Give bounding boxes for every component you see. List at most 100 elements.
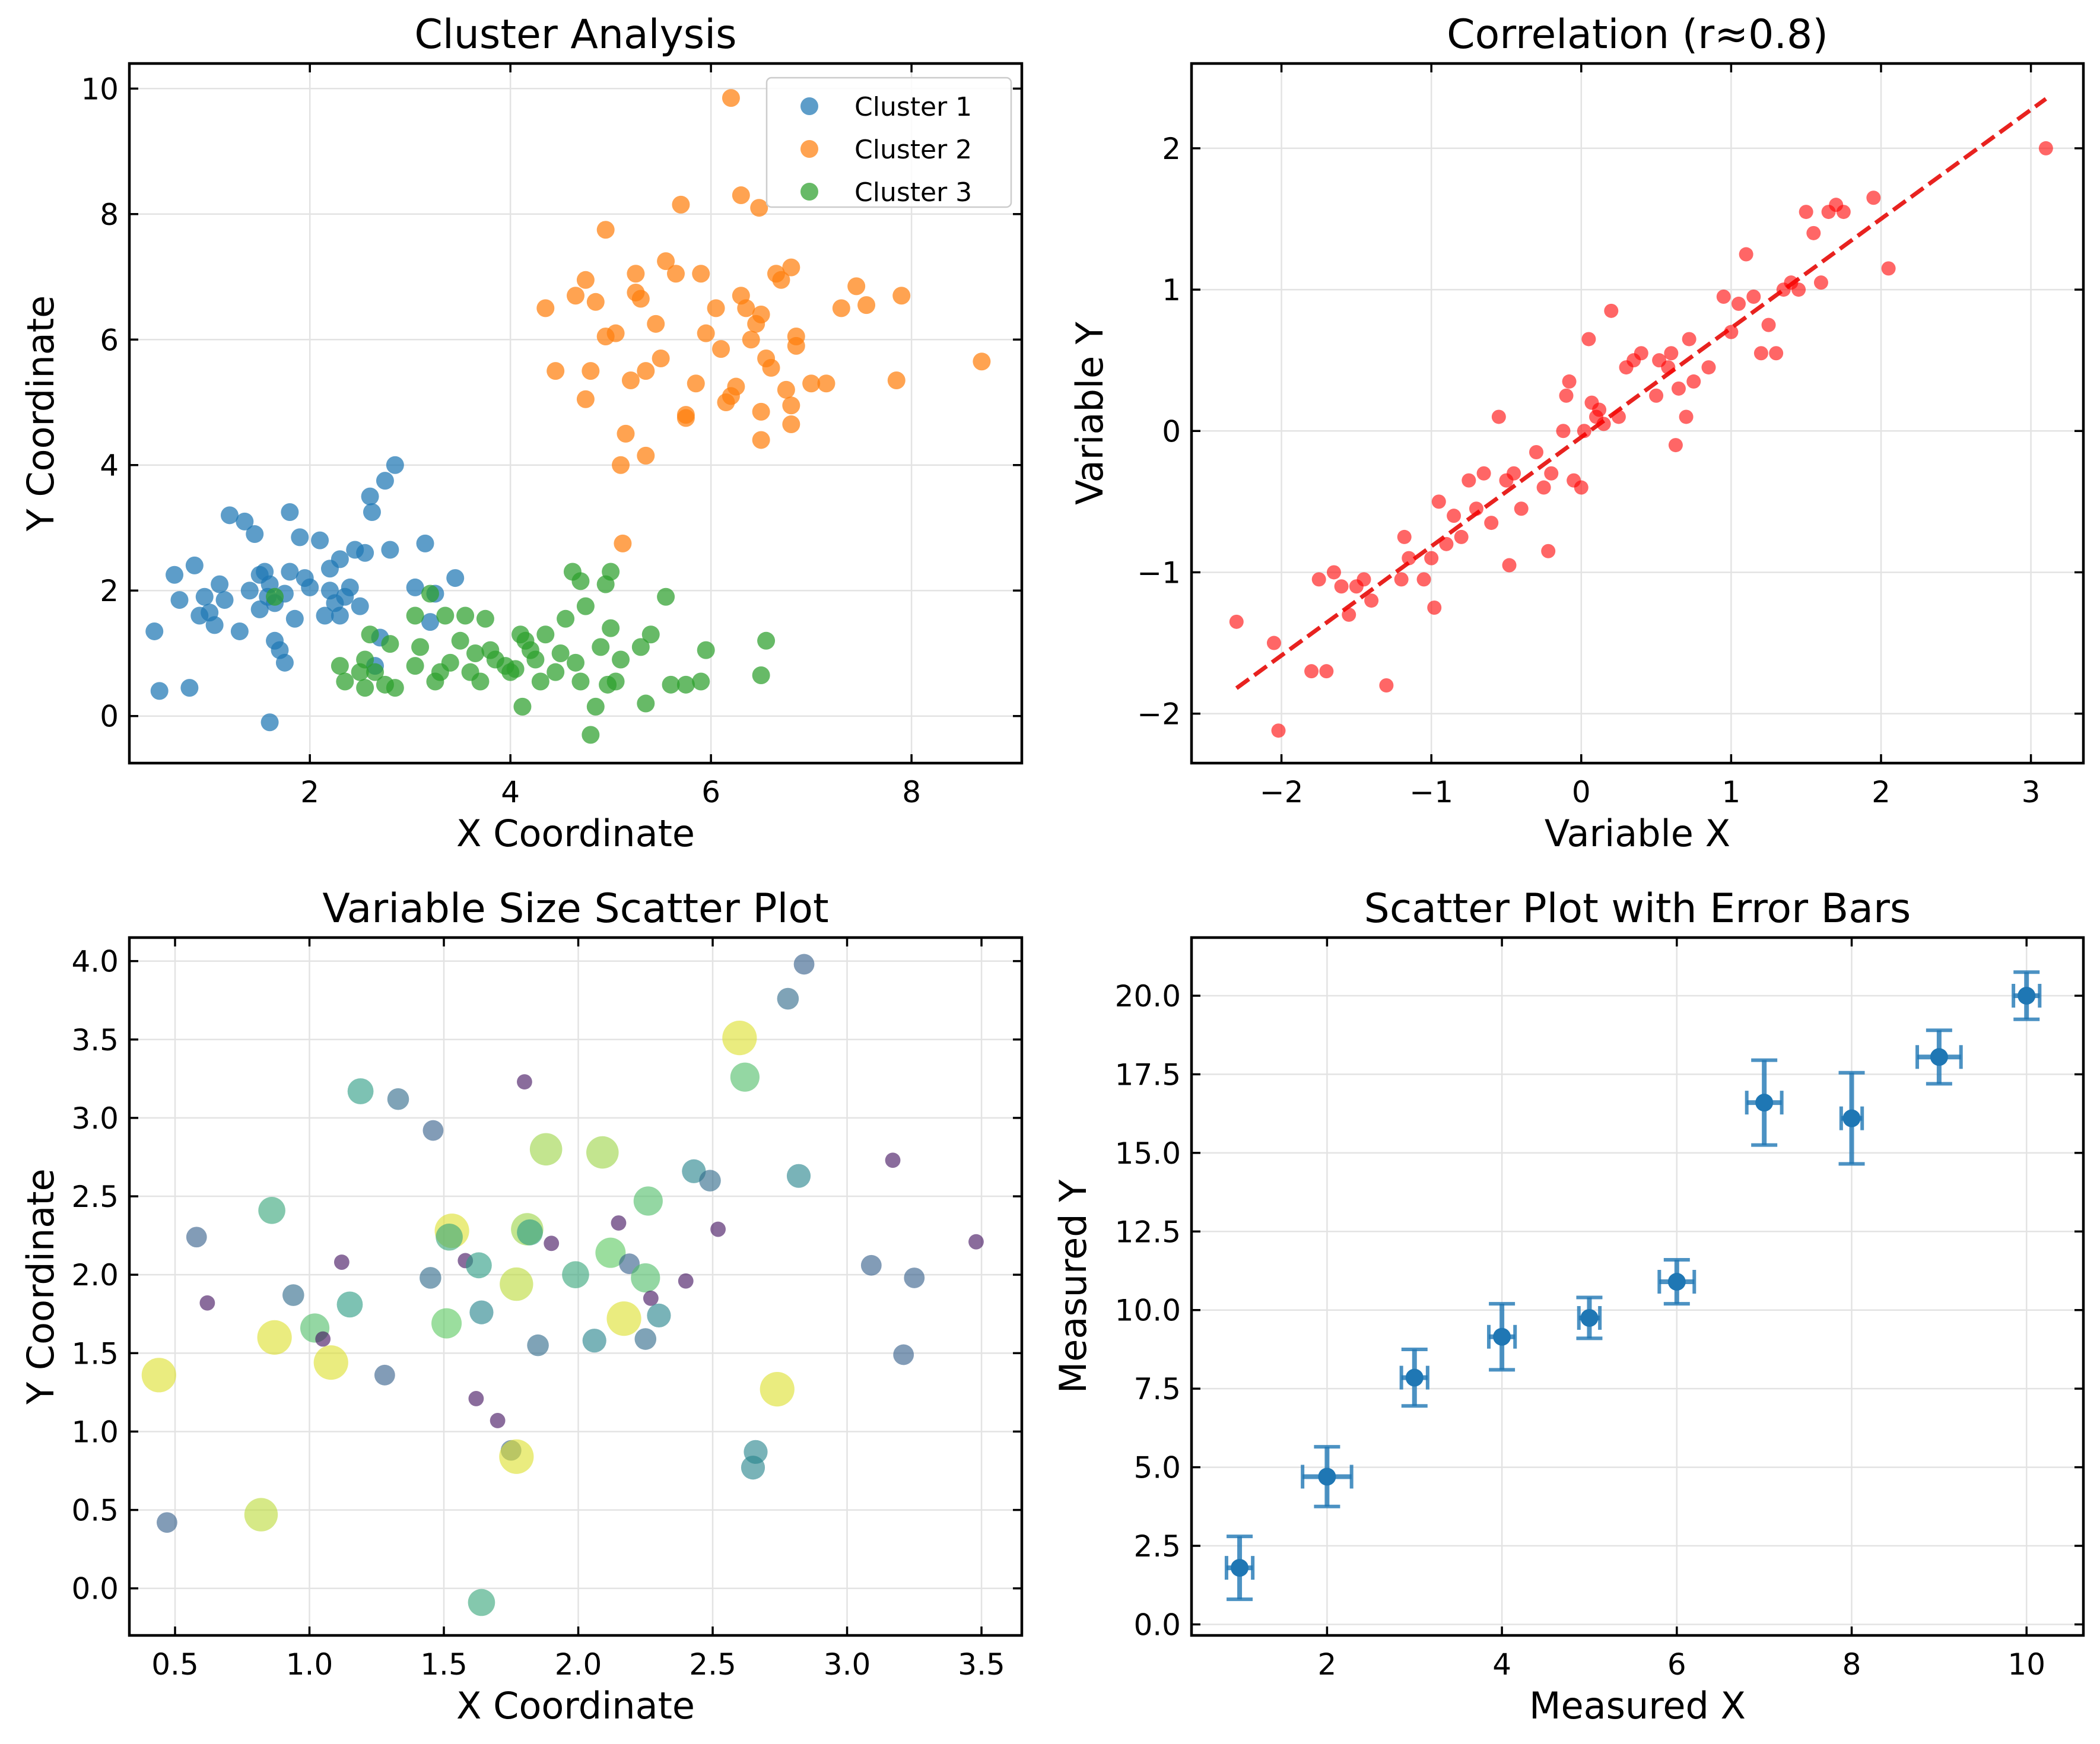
error-bar-point <box>1576 1295 1603 1340</box>
data-point <box>1649 388 1664 403</box>
data-point <box>1592 402 1607 417</box>
data-point-cluster-3 <box>526 650 545 669</box>
y-tick-label: 12.5 <box>1115 1215 1181 1249</box>
data-point <box>282 1284 304 1306</box>
error-bar-point <box>1399 1347 1429 1408</box>
data-point <box>1930 1048 1948 1066</box>
data-point-cluster-1 <box>376 472 394 490</box>
data-point <box>1491 409 1506 424</box>
error-bar-point <box>1657 1257 1696 1306</box>
data-point <box>1318 1467 1336 1486</box>
data-point-cluster-1 <box>211 575 229 593</box>
x-tick-label: 0 <box>1572 775 1591 809</box>
subplot-title: Correlation (r≈0.8) <box>1447 11 1828 58</box>
data-point-cluster-1 <box>215 591 234 609</box>
data-point <box>744 1440 768 1464</box>
data-point-cluster-2 <box>782 396 800 415</box>
y-tick-label: 4 <box>100 449 119 483</box>
data-point-cluster-1 <box>195 587 214 606</box>
data-point <box>1424 551 1439 566</box>
data-point <box>1799 205 1813 220</box>
data-point-cluster-3 <box>406 606 424 625</box>
data-point <box>469 1300 494 1324</box>
data-point <box>436 1223 463 1251</box>
data-point-cluster-3 <box>513 697 532 716</box>
y-axis-label: Y Coordinate <box>19 1168 62 1405</box>
data-point <box>315 1331 331 1347</box>
data-point-cluster-3 <box>547 663 565 681</box>
data-point-cluster-2 <box>727 377 745 396</box>
data-point <box>1581 332 1596 347</box>
data-point <box>710 1221 726 1237</box>
data-point <box>722 1021 757 1056</box>
y-tick-label: 17.5 <box>1115 1057 1181 1092</box>
data-point-cluster-1 <box>351 597 369 615</box>
y-tick-label: 1 <box>1162 273 1181 307</box>
data-point-cluster-3 <box>476 609 494 628</box>
error-bar-point <box>1487 1302 1517 1372</box>
subplot-title: Variable Size Scatter Plot <box>322 885 828 932</box>
x-tick-label: 1.0 <box>286 1647 333 1682</box>
x-axis-label: Measured X <box>1529 1684 1746 1727</box>
data-point-cluster-3 <box>697 641 715 659</box>
data-point-cluster-3 <box>757 631 776 650</box>
legend-label: Cluster 3 <box>854 177 972 208</box>
y-tick-label: 0 <box>1162 414 1181 449</box>
data-point <box>333 1254 350 1270</box>
x-axis-label: X Coordinate <box>456 812 695 855</box>
error-bar-point <box>1745 1058 1784 1147</box>
plot-area <box>145 89 991 744</box>
data-point <box>968 1234 984 1250</box>
data-point-cluster-2 <box>612 456 630 474</box>
data-point-cluster-1 <box>406 578 424 596</box>
legend-marker <box>800 140 818 158</box>
legend-label: Cluster 1 <box>854 92 972 122</box>
y-tick-label: 3.0 <box>71 1101 119 1136</box>
data-point <box>647 1303 671 1327</box>
data-point <box>1682 332 1696 347</box>
data-point-cluster-2 <box>752 305 770 323</box>
data-point-cluster-2 <box>772 271 790 289</box>
x-tick-label: 6 <box>701 775 720 809</box>
data-point-cluster-3 <box>536 625 555 644</box>
y-axis-label: Measured Y <box>1051 1180 1095 1394</box>
data-point <box>1866 190 1881 205</box>
data-point <box>244 1498 278 1532</box>
data-point <box>1507 466 1521 481</box>
data-point-cluster-1 <box>170 591 189 609</box>
data-point-cluster-2 <box>547 362 565 380</box>
data-point-cluster-3 <box>471 672 490 691</box>
data-point-cluster-2 <box>621 371 640 389</box>
data-point-cluster-3 <box>571 672 590 691</box>
data-point-cluster-3 <box>606 672 625 691</box>
y-tick-label: 2 <box>1162 132 1181 166</box>
data-point <box>258 1197 285 1224</box>
data-point-cluster-2 <box>687 374 705 393</box>
data-point <box>1769 346 1784 361</box>
y-tick-label: 1.5 <box>71 1336 119 1371</box>
axes-frame <box>128 62 1024 765</box>
data-point-cluster-3 <box>592 638 610 656</box>
data-point <box>1634 346 1648 361</box>
data-point <box>1405 1368 1424 1387</box>
error-bar-point <box>1838 1070 1865 1166</box>
legend-marker <box>800 97 818 115</box>
data-point-cluster-2 <box>657 252 675 271</box>
plot-area <box>141 954 984 1616</box>
data-point-cluster-1 <box>316 606 334 625</box>
data-point <box>786 1164 811 1188</box>
data-point-cluster-3 <box>531 672 549 691</box>
error-bar-point <box>1224 1535 1255 1602</box>
data-point-cluster-3 <box>436 606 455 625</box>
data-point <box>1439 536 1454 551</box>
y-tick-label: 7.5 <box>1133 1372 1181 1406</box>
y-tick-label: 15.0 <box>1115 1136 1181 1171</box>
data-point <box>1701 360 1716 375</box>
data-point <box>1580 1308 1599 1327</box>
data-point <box>1604 303 1619 318</box>
x-tick-label: 4 <box>501 775 520 809</box>
data-point-cluster-2 <box>567 287 584 305</box>
data-point <box>1536 480 1551 495</box>
data-point <box>1724 325 1739 339</box>
data-point-cluster-2 <box>817 374 835 393</box>
